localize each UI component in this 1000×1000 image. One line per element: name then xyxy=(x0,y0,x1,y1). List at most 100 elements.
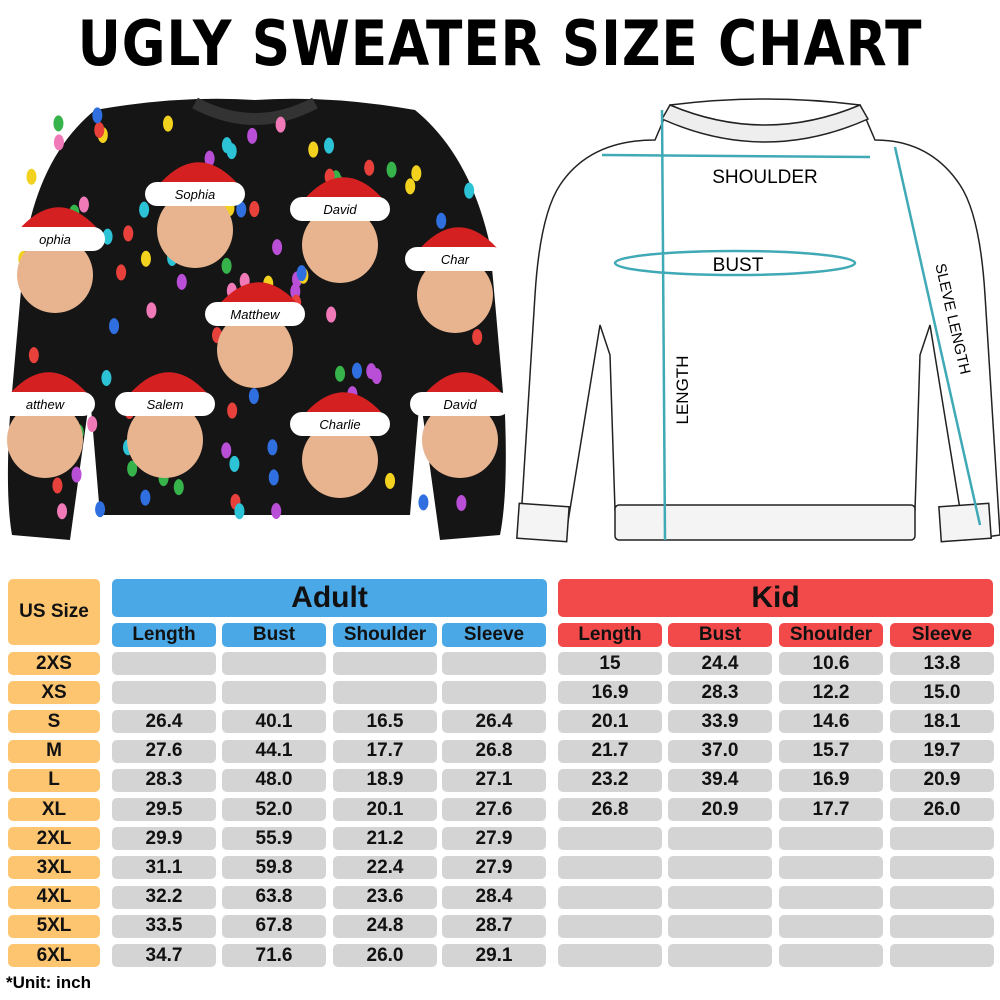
adult-cell: 27.6 xyxy=(442,798,546,821)
kid-cell xyxy=(558,856,662,880)
kid-cell xyxy=(668,944,772,967)
light-bulb xyxy=(236,201,247,218)
light-bulb xyxy=(95,501,106,518)
kid-cell xyxy=(779,914,883,938)
light-bulb xyxy=(268,469,279,486)
light-bulb xyxy=(162,115,173,132)
size-label: M xyxy=(8,739,100,763)
adult-cell: 34.7 xyxy=(112,944,216,967)
name-label: Sophia xyxy=(175,187,215,202)
kid-column-header: Length xyxy=(558,623,662,647)
light-bulb xyxy=(296,265,307,282)
size-label: 2XL xyxy=(8,827,100,851)
light-bulb xyxy=(234,503,245,520)
adult-cell: 63.8 xyxy=(222,885,326,909)
kid-cell: 39.4 xyxy=(668,768,772,792)
adult-column-header: Bust xyxy=(222,623,326,647)
adult-cell xyxy=(112,681,216,705)
kid-cell: 24.4 xyxy=(668,652,772,675)
light-bulb xyxy=(173,479,184,496)
light-bulb xyxy=(87,416,98,433)
kid-cell xyxy=(668,856,772,880)
adult-cell: 33.5 xyxy=(112,914,216,938)
kid-cell xyxy=(779,827,883,851)
kid-column-header: Bust xyxy=(668,623,772,647)
adult-cell: 26.8 xyxy=(442,739,546,763)
adult-cell xyxy=(112,652,216,675)
light-bulb xyxy=(78,196,89,213)
kid-cell: 37.0 xyxy=(668,739,772,763)
light-bulb xyxy=(249,201,260,218)
kid-cell xyxy=(890,885,994,909)
light-bulb xyxy=(271,502,282,519)
size-label: 4XL xyxy=(8,885,100,909)
kid-cell xyxy=(558,944,662,967)
kid-cell: 21.7 xyxy=(558,739,662,763)
light-bulb xyxy=(101,370,112,387)
light-bulb xyxy=(140,250,151,267)
face-with-hat: David xyxy=(410,372,510,478)
adult-cell: 55.9 xyxy=(222,827,326,851)
light-bulb xyxy=(456,494,467,511)
kid-cell: 26.0 xyxy=(890,798,994,821)
light-bulb xyxy=(405,178,416,195)
adult-cell: 67.8 xyxy=(222,914,326,938)
adult-cell xyxy=(442,652,546,675)
adult-cell: 31.1 xyxy=(112,856,216,880)
light-bulb xyxy=(229,455,240,472)
kid-cell xyxy=(668,914,772,938)
label-shoulder: SHOULDER xyxy=(712,167,818,188)
light-bulb xyxy=(204,150,215,167)
light-bulb xyxy=(139,201,150,218)
kid-cell: 17.7 xyxy=(779,798,883,821)
name-label: Charlie xyxy=(319,417,360,432)
kid-cell xyxy=(558,914,662,938)
face-with-hat: Sophia xyxy=(145,162,245,268)
light-bulb xyxy=(227,402,238,419)
light-bulb xyxy=(411,165,422,182)
light-bulb xyxy=(351,362,362,379)
light-bulb xyxy=(464,182,475,199)
adult-cell: 24.8 xyxy=(333,914,437,938)
name-label: Salem xyxy=(147,397,184,412)
adult-cell: 32.2 xyxy=(112,885,216,909)
light-bulb xyxy=(176,273,187,290)
kid-cell xyxy=(558,827,662,851)
adult-cell: 26.4 xyxy=(112,710,216,734)
kid-cell: 28.3 xyxy=(668,681,772,705)
light-bulb xyxy=(366,363,377,380)
light-bulb xyxy=(94,121,105,138)
kid-cell: 15 xyxy=(558,652,662,675)
kid-cell xyxy=(558,885,662,909)
size-label: XL xyxy=(8,798,100,821)
kid-cell: 18.1 xyxy=(890,710,994,734)
kid-cell xyxy=(779,885,883,909)
light-bulb xyxy=(28,347,39,364)
adult-cell: 22.4 xyxy=(333,856,437,880)
light-bulb xyxy=(272,239,283,256)
size-label: L xyxy=(8,768,100,792)
kid-cell: 19.7 xyxy=(890,739,994,763)
light-bulb xyxy=(53,115,64,132)
face-with-hat: ophia xyxy=(5,207,105,313)
adult-cell: 44.1 xyxy=(222,739,326,763)
adult-cell: 27.1 xyxy=(442,768,546,792)
sweater-photo: Sophia David ophia Char Matthew atthew S… xyxy=(0,97,510,540)
light-bulb xyxy=(247,127,258,144)
kid-cell: 23.2 xyxy=(558,768,662,792)
adult-column-header: Shoulder xyxy=(333,623,437,647)
light-bulb xyxy=(418,494,429,511)
light-bulb xyxy=(267,439,278,456)
light-bulb xyxy=(127,460,138,477)
name-label: ophia xyxy=(39,232,71,247)
face-with-hat: Charlie xyxy=(290,392,390,498)
adult-cell: 28.7 xyxy=(442,914,546,938)
page-title: UGLY SWEATER SIZE CHART xyxy=(77,7,923,80)
adult-cell: 26.4 xyxy=(442,710,546,734)
kid-cell: 13.8 xyxy=(890,652,994,675)
adult-cell xyxy=(333,652,437,675)
adult-cell: 23.6 xyxy=(333,885,437,909)
name-label: David xyxy=(323,202,357,217)
light-bulb xyxy=(92,107,103,124)
light-bulb xyxy=(326,306,337,323)
